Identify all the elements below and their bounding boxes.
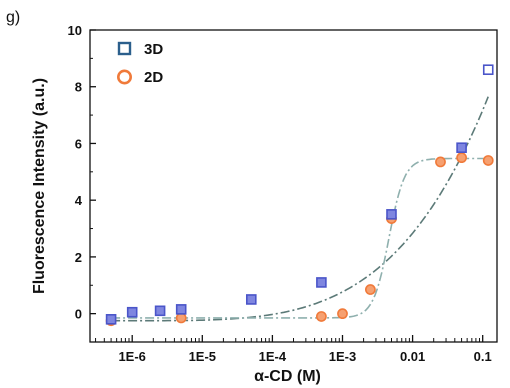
legend-label-2d: 2D xyxy=(144,69,163,86)
data-point-3d xyxy=(126,306,138,318)
data-points xyxy=(105,64,494,327)
data-point-2d xyxy=(315,311,327,322)
data-point-3d xyxy=(386,209,397,220)
y-axis-title: Fluorescence Intensity (a.u.) xyxy=(31,78,48,294)
x-tick-label: 1E-6 xyxy=(118,349,145,364)
panel-label: g) xyxy=(6,9,20,26)
data-point-3d xyxy=(154,305,166,317)
legend-marker-2d xyxy=(117,69,133,85)
data-point-2d xyxy=(435,156,446,168)
y-axis: 0 2 4 6 8 10 xyxy=(68,23,96,343)
data-point-3d xyxy=(245,294,257,305)
y-tick-label: 4 xyxy=(75,193,83,208)
legend-marker-3d xyxy=(117,41,132,56)
data-point-3d xyxy=(105,314,117,325)
y-tick-label: 0 xyxy=(75,307,82,322)
fit-lines xyxy=(111,96,489,322)
x-tick-label: 0.01 xyxy=(400,349,425,364)
data-point-2d xyxy=(482,155,494,166)
x-axis-title: α-CD (M) xyxy=(254,368,321,385)
x-tick-label: 1E-5 xyxy=(189,349,216,364)
data-point-2d xyxy=(364,284,376,295)
data-point-3d xyxy=(175,304,187,315)
fit-line-2d xyxy=(111,157,489,319)
data-point-2d xyxy=(337,308,348,320)
x-tick-label: 0.1 xyxy=(474,349,492,364)
data-point-3d xyxy=(456,142,467,154)
data-point-3d xyxy=(482,64,494,76)
y-tick-label: 10 xyxy=(68,23,82,38)
legend-label-3d: 3D xyxy=(144,41,163,58)
y-tick-label: 2 xyxy=(75,250,82,265)
legend: 3D 2D xyxy=(117,41,163,86)
data-point-3d xyxy=(316,277,327,288)
fit-line-3d xyxy=(111,96,489,322)
x-tick-label: 1E-4 xyxy=(259,349,287,364)
x-tick-label: 1E-3 xyxy=(329,349,356,364)
x-axis: 1E-6 1E-5 1E-4 1E-3 0.01 0.1 xyxy=(95,335,492,364)
data-point-2d xyxy=(456,152,467,164)
y-tick-label: 8 xyxy=(75,80,82,95)
y-tick-label: 6 xyxy=(75,136,82,151)
